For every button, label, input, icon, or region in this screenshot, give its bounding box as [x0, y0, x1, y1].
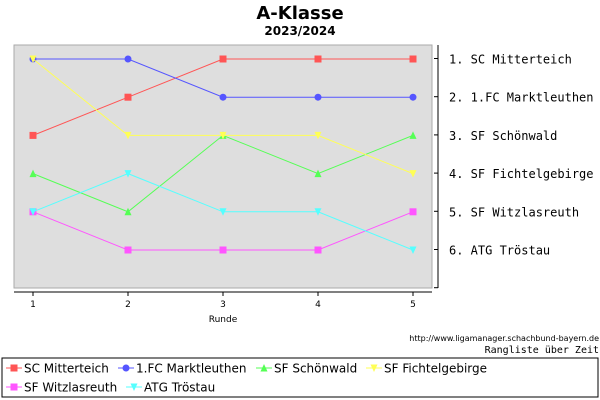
data-point	[219, 93, 227, 101]
legend-box	[1, 357, 599, 398]
rank-label: 2. 1.FC Marktleuthen	[449, 91, 594, 105]
data-point	[314, 246, 322, 254]
data-point	[29, 55, 37, 63]
x-tick-label: 3	[220, 300, 226, 310]
legend-label: SC Mitterteich	[24, 362, 109, 376]
data-point	[124, 170, 132, 178]
rank-label: 3. SF Schönwald	[449, 129, 557, 143]
data-point	[409, 93, 417, 101]
data-point	[219, 55, 227, 63]
legend-item: 1.FC Marktleuthen	[118, 362, 246, 376]
rank-label: 6. ATG Tröstau	[449, 244, 550, 258]
data-point	[219, 246, 227, 254]
data-point	[29, 208, 37, 216]
data-point	[314, 131, 322, 140]
series-3	[29, 55, 417, 178]
legend-swatch-marker	[130, 383, 138, 391]
legend-item: ATG Tröstau	[126, 381, 215, 395]
data-point	[124, 93, 132, 101]
data-point	[409, 208, 417, 216]
legend-swatch-marker	[10, 364, 18, 372]
data-point	[124, 131, 132, 140]
rank-labels: 1. SC Mitterteich 2. 1.FC Marktleuthen 3. …	[449, 53, 594, 258]
legend-label: SF Fichtelgebirge	[384, 362, 487, 376]
chart-subtitle: 2023/2024	[264, 24, 335, 38]
legend-label: SF Witzlasreuth	[24, 381, 117, 395]
x-axis-label: Runde	[209, 315, 238, 325]
x-tick-label: 5	[410, 300, 416, 310]
data-point	[29, 169, 37, 178]
data-point	[314, 55, 322, 63]
series-layer	[29, 55, 417, 254]
series-5	[29, 170, 417, 254]
legend-label: ATG Tröstau	[144, 381, 215, 395]
chart-title: A-Klasse	[256, 3, 343, 24]
data-point	[124, 246, 132, 254]
legend-swatch-marker	[10, 383, 18, 391]
legend: SC Mitterteich 1.FC Marktleuthen SF Schönw…	[6, 362, 487, 395]
data-point	[314, 93, 322, 101]
source-url: http://www.ligamanager.schachbund-bayern…	[409, 334, 599, 343]
data-point	[124, 55, 132, 63]
data-point	[409, 131, 417, 139]
data-point	[219, 208, 227, 216]
chart-caption: Rangliste über Zeit	[485, 345, 599, 356]
rank-label: 1. SC Mitterteich	[449, 53, 572, 67]
x-tick-label: 1	[30, 300, 36, 310]
data-point	[409, 55, 417, 63]
data-point	[409, 246, 417, 254]
legend-swatch-marker	[370, 364, 378, 372]
data-point	[409, 170, 417, 178]
rank-label: 5. SF Witzlasreuth	[449, 205, 579, 219]
rank-label: 4. SF Fichtelgebirge	[449, 167, 594, 181]
legend-swatch-marker	[122, 364, 130, 372]
x-axis: 1 2 3 4 5	[14, 291, 432, 310]
data-point	[314, 208, 322, 216]
data-point	[124, 207, 132, 216]
data-point	[314, 169, 322, 178]
x-tick-label: 4	[315, 300, 321, 310]
data-point	[29, 131, 37, 139]
legend-item: SF Witzlasreuth	[6, 381, 117, 395]
data-point	[219, 131, 227, 140]
legend-label: SF Schönwald	[274, 362, 357, 376]
legend-swatch-marker	[260, 364, 268, 372]
legend-item: SF Fichtelgebirge	[366, 362, 487, 376]
legend-item: SF Schönwald	[256, 362, 357, 376]
y-axis	[434, 45, 439, 289]
legend-item: SC Mitterteich	[6, 362, 109, 376]
legend-label: 1.FC Marktleuthen	[136, 362, 246, 376]
x-tick-label: 2	[125, 300, 131, 310]
